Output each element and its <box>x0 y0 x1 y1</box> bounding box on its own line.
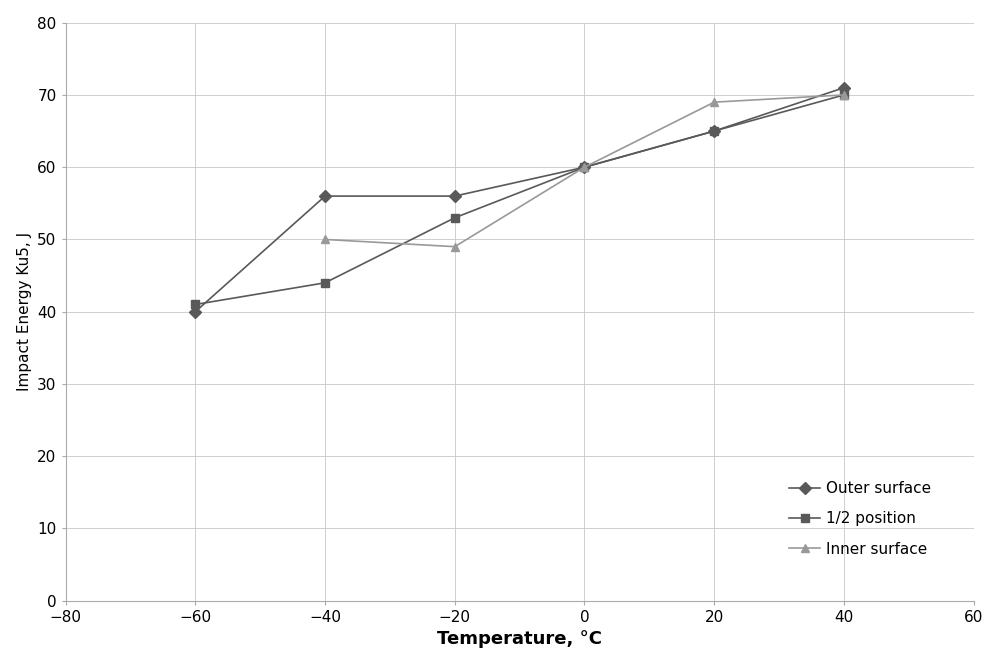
Outer surface <box>708 127 720 135</box>
Line: 1/2 position: 1/2 position <box>191 90 848 309</box>
1/2 position <box>708 127 720 135</box>
Inner surface <box>449 243 461 251</box>
1/2 position <box>838 91 850 99</box>
Outer surface <box>189 308 201 316</box>
1/2 position <box>449 213 461 221</box>
Inner surface <box>708 98 720 106</box>
Outer surface <box>319 192 331 200</box>
Line: Inner surface: Inner surface <box>321 90 848 251</box>
Outer surface <box>838 84 850 92</box>
Legend: Outer surface, 1/2 position, Inner surface: Outer surface, 1/2 position, Inner surfa… <box>782 473 939 564</box>
1/2 position <box>319 279 331 287</box>
Inner surface <box>578 163 590 171</box>
Y-axis label: Impact Energy Ku5, J: Impact Energy Ku5, J <box>17 232 32 391</box>
Outer surface <box>449 192 461 200</box>
Inner surface <box>319 235 331 243</box>
Line: Outer surface: Outer surface <box>191 84 848 316</box>
1/2 position <box>189 301 201 309</box>
1/2 position <box>578 163 590 171</box>
Inner surface <box>838 91 850 99</box>
Outer surface <box>578 163 590 171</box>
X-axis label: Temperature, °C: Temperature, °C <box>437 630 602 648</box>
